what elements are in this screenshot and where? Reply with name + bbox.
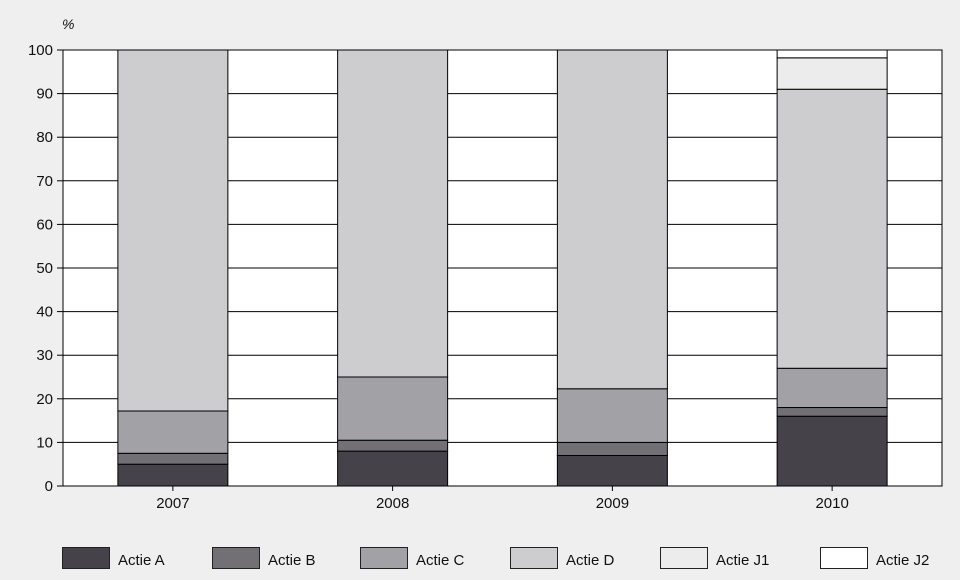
x-tick-label: 2008 <box>376 495 409 512</box>
bar-segment <box>776 407 888 417</box>
bar-segment <box>556 454 668 487</box>
legend-label: Actie J2 <box>876 552 930 569</box>
bar-segment <box>556 441 668 456</box>
x-tick-label: 2010 <box>815 495 848 512</box>
y-tick-label: 10 <box>36 434 53 451</box>
bar-segment <box>117 452 229 465</box>
legend-swatch <box>62 547 110 569</box>
bar-segment <box>337 49 449 378</box>
legend-swatch <box>660 547 708 569</box>
y-tick-label: 30 <box>36 347 53 364</box>
legend-swatch <box>360 547 408 569</box>
y-axis-unit-label: % <box>62 16 75 32</box>
plot-frame <box>62 49 943 487</box>
legend: Actie A Actie B Actie C Actie D Actie J1 Acti… <box>0 547 960 575</box>
bar-segment <box>556 388 668 443</box>
bar-segment <box>117 463 229 487</box>
y-tick-label: 90 <box>36 86 53 103</box>
y-tick-label: 0 <box>45 478 53 495</box>
bar-segment <box>117 410 229 454</box>
x-tick-label: 2007 <box>156 495 189 512</box>
bar-segment <box>337 439 449 452</box>
legend-label: Actie J1 <box>716 552 770 569</box>
bar-segment <box>776 57 888 90</box>
legend-label: Actie C <box>416 552 465 569</box>
legend-swatch <box>820 547 868 569</box>
legend-label: Actie A <box>118 552 165 569</box>
y-tick-label: 40 <box>36 304 53 321</box>
legend-label: Actie D <box>566 552 615 569</box>
legend-swatch <box>510 547 558 569</box>
y-tick-label: 60 <box>36 216 53 233</box>
bar-segment <box>776 415 888 487</box>
y-tick-label: 70 <box>36 173 53 190</box>
bar-segment <box>556 49 668 390</box>
bar-segment <box>776 88 888 369</box>
bar-segment <box>117 49 229 412</box>
bar-segment <box>776 367 888 409</box>
bar-segment <box>337 376 449 441</box>
bar-segment <box>776 49 888 59</box>
y-tick-label: 100 <box>28 42 53 59</box>
y-tick-label: 50 <box>36 260 53 277</box>
y-tick-label: 80 <box>36 129 53 146</box>
bar-segment <box>337 450 449 487</box>
y-tick-label: 20 <box>36 391 53 408</box>
legend-swatch <box>212 547 260 569</box>
legend-label: Actie B <box>268 552 316 569</box>
x-tick-label: 2009 <box>596 495 629 512</box>
